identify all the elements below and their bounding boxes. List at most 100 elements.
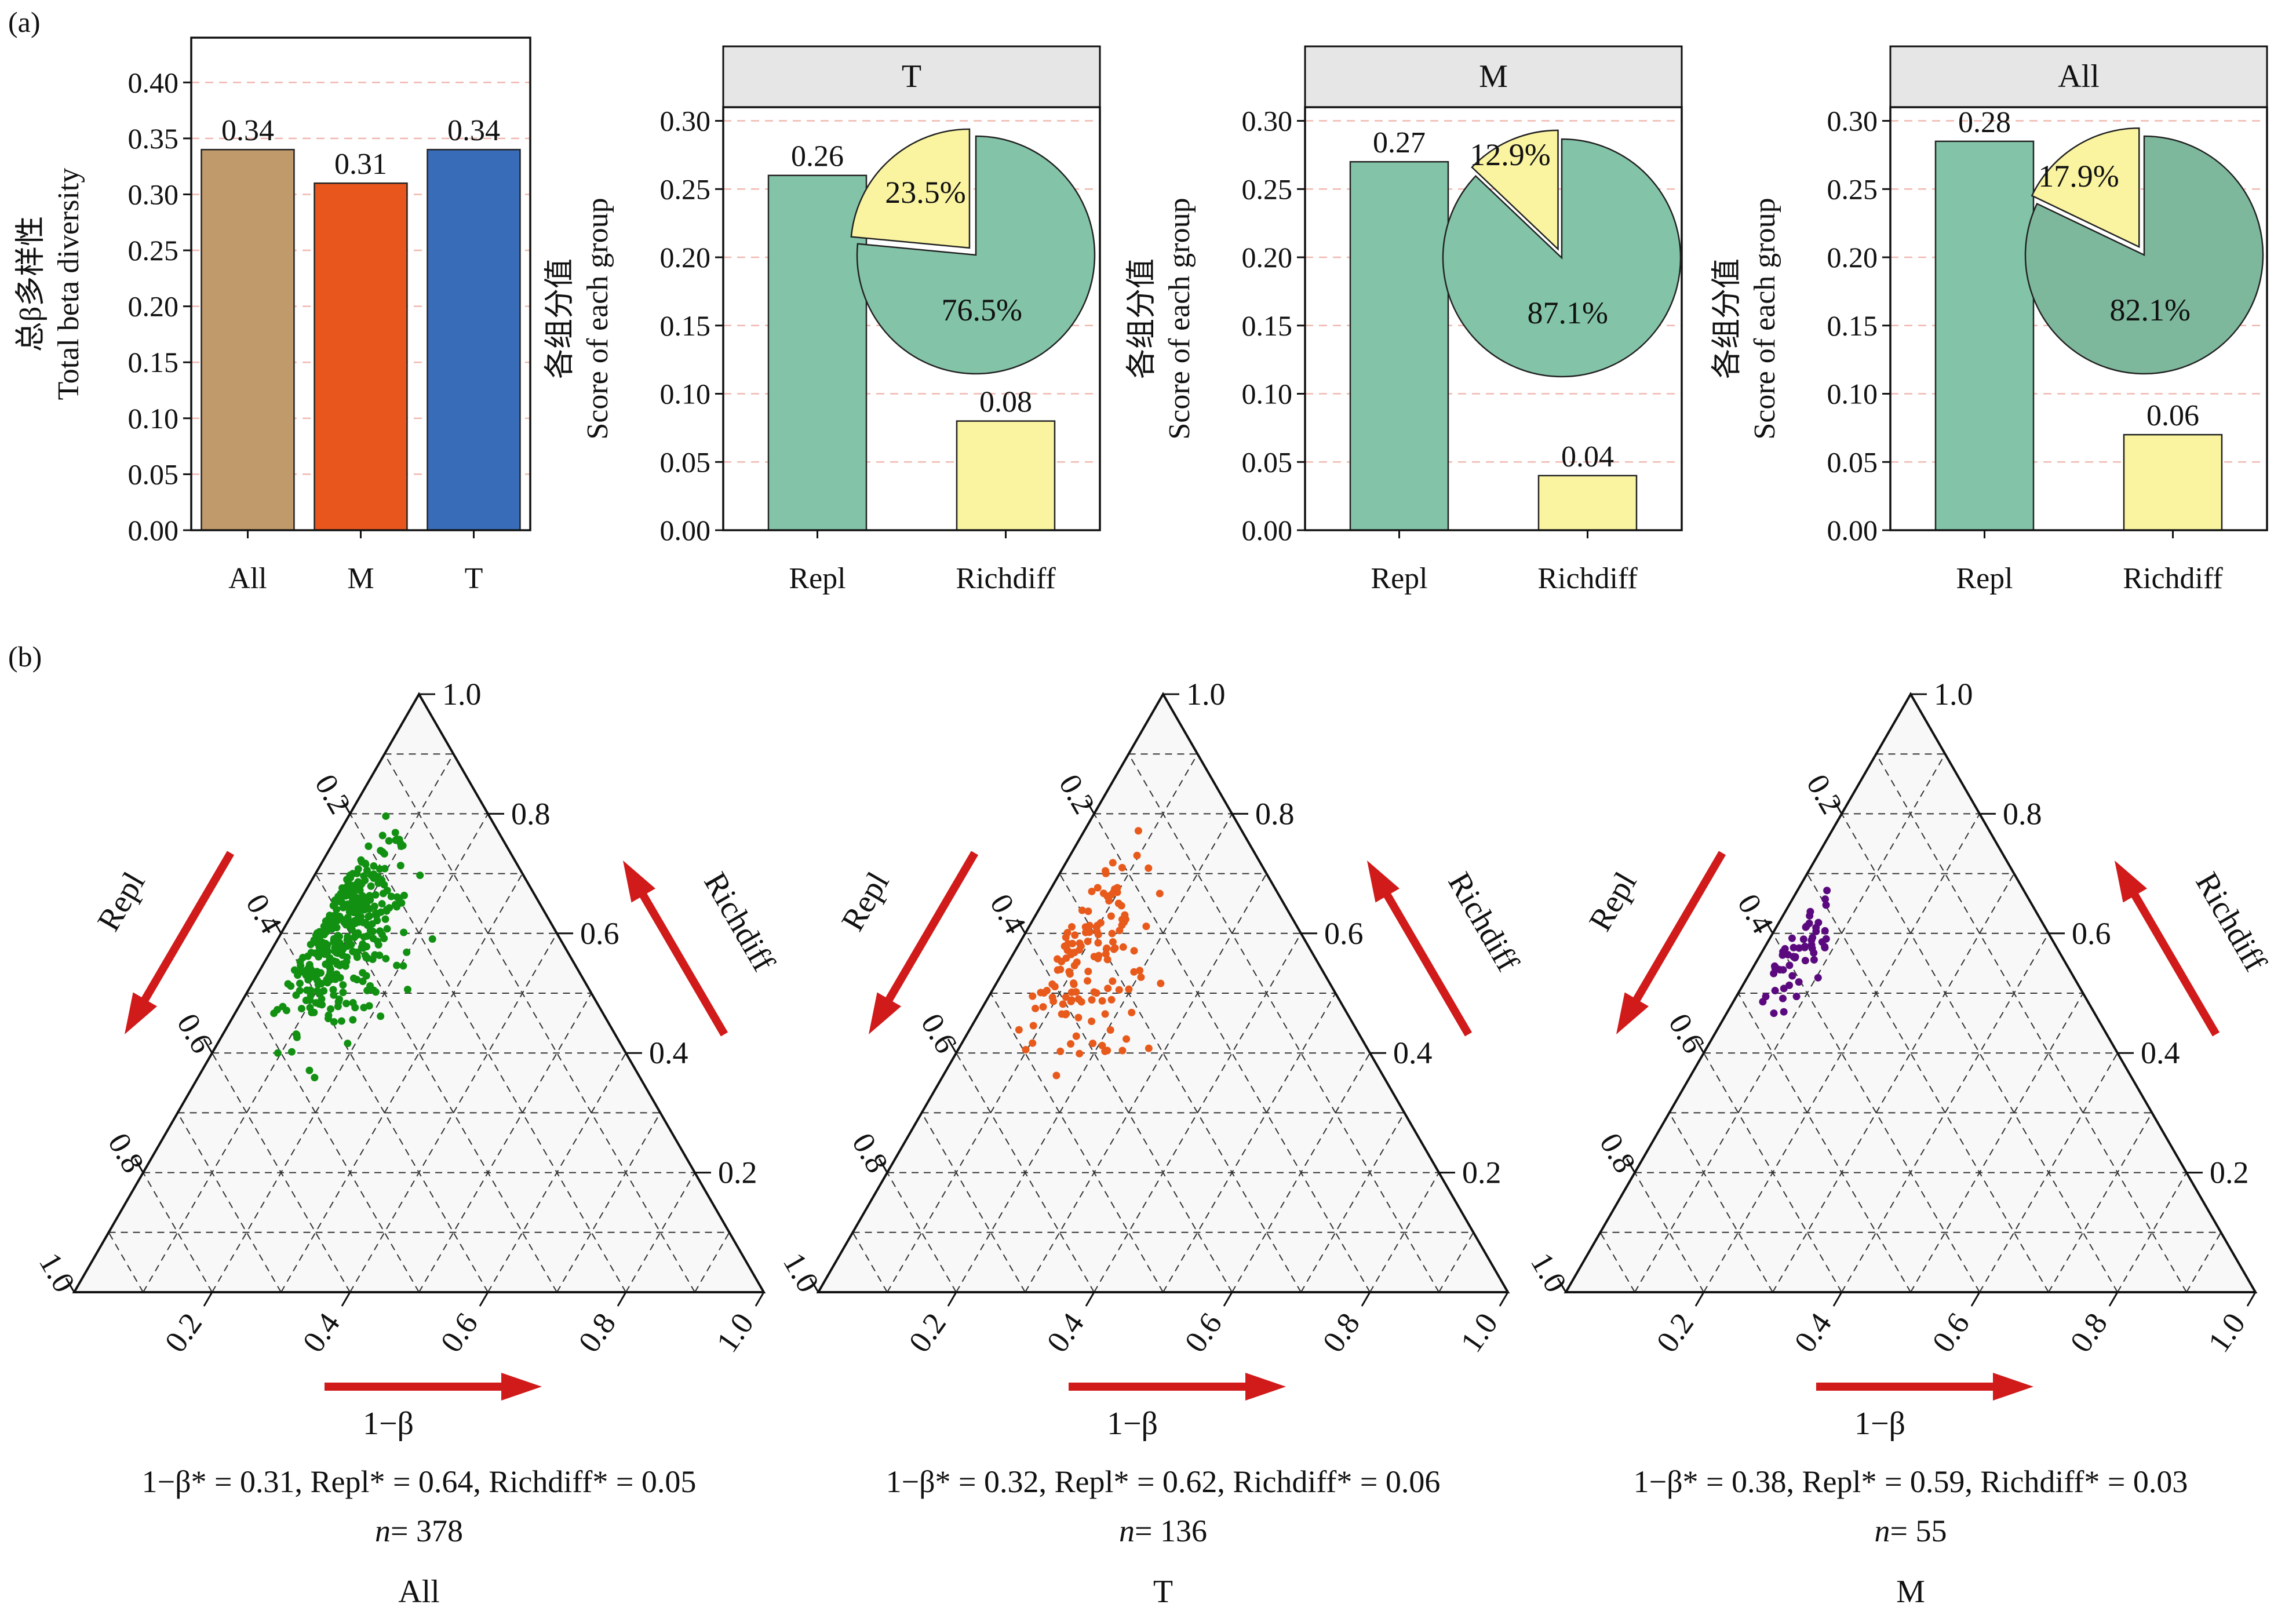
data-point (1102, 869, 1110, 877)
tick (1626, 1158, 1636, 1173)
ternary-gridline (143, 1172, 213, 1293)
data-point (373, 917, 381, 925)
data-point (1069, 979, 1077, 987)
data-point (377, 1012, 385, 1020)
data-point (360, 1004, 368, 1012)
arrow-richdiff (2115, 860, 2220, 1037)
data-point (1785, 961, 1794, 969)
bar-chart-total_beta: 0.34 All 0.31 M 0.34 T 0.00 0.05 0.10 0.15 0.20 0.2… (14, 37, 531, 595)
data-point (344, 1040, 352, 1048)
bottom-tick-label: 0.4 (1787, 1307, 1838, 1359)
ternary-gridline (212, 813, 489, 1293)
data-point (361, 951, 369, 960)
right-tick-label: 1.0 (1186, 677, 1226, 712)
ternary-gridline (1772, 873, 2015, 1293)
data-point (1088, 887, 1096, 895)
data-point (1770, 1009, 1778, 1018)
ternary-gridline (349, 813, 626, 1293)
data-point (1029, 1022, 1037, 1030)
right-tick-label: 0.8 (511, 796, 551, 831)
arrow-repl (125, 851, 235, 1034)
arrow-repl (869, 851, 979, 1034)
data-point (1107, 996, 1116, 1004)
bar (1537, 475, 1638, 531)
tick (65, 1278, 75, 1293)
right-tick-label: 0.6 (1324, 916, 1364, 951)
y-tick-label: 0.10 (1242, 378, 1293, 410)
bottom-tick-label: 1.0 (709, 1307, 760, 1359)
y-tick-label: 0.30 (128, 178, 179, 210)
ternary-gridline (315, 873, 557, 1293)
data-point (1094, 939, 1102, 947)
tick (2246, 1292, 2257, 1307)
data-point (1133, 851, 1141, 859)
x-tick-label: T (465, 562, 483, 595)
tick (1223, 1292, 1233, 1307)
arrow-beta (1816, 1373, 2033, 1401)
data-point (322, 917, 330, 925)
data-point (1059, 1000, 1067, 1008)
y-axis-label-cn: 各组分值 (1711, 258, 1744, 379)
tick (1557, 1278, 1567, 1293)
right-tick-label: 0.4 (649, 1035, 688, 1070)
facet-title: M (1479, 59, 1508, 94)
data-point (1085, 928, 1094, 936)
data-point (312, 950, 320, 958)
data-point (351, 1004, 359, 1012)
y-tick-label: 0.40 (128, 66, 179, 99)
y-axis-label-cn: 总β多样性 (14, 216, 48, 352)
right-tick-label: 0.6 (2072, 916, 2111, 951)
data-point (1812, 927, 1820, 935)
right-tick-label: 0.8 (2003, 796, 2042, 831)
ternary-gridline (280, 873, 523, 1293)
data-point (1809, 934, 1817, 942)
axis-label-repl: Repl (834, 866, 896, 938)
y-tick-label: 0.30 (1827, 105, 1878, 137)
bar-value-label: 0.27 (1373, 126, 1426, 159)
panel-a: 0.34 All 0.31 M 0.34 T 0.00 0.05 0.10 0.15 0.20 0.2… (14, 37, 2268, 595)
data-point (374, 873, 382, 881)
data-point (1103, 1047, 1111, 1055)
y-tick-label: 0.20 (660, 241, 711, 274)
data-point (428, 935, 436, 943)
n-symbol: n (1875, 1514, 1890, 1548)
ternary-gridline (1737, 993, 1911, 1293)
bottom-tick-label: 0.6 (1925, 1307, 1976, 1359)
ternary-gridline (956, 813, 1233, 1293)
tick (617, 1292, 627, 1307)
data-point (326, 955, 334, 963)
y-tick-label: 0.10 (660, 378, 711, 410)
plot-frame (190, 37, 531, 531)
data-point (1029, 1039, 1037, 1047)
bottom-tick-label: 1.0 (2201, 1307, 2252, 1359)
data-point (1101, 1010, 1109, 1018)
data-point (333, 970, 341, 978)
n-value: = 55 (1890, 1514, 1947, 1548)
data-point (305, 1066, 314, 1074)
ternary-gridline (887, 753, 1198, 1293)
data-point (378, 900, 386, 908)
data-point (274, 1006, 282, 1014)
bar-value-label: 0.28 (1958, 106, 2011, 139)
data-point (307, 991, 315, 1000)
ternary-gridline (1162, 993, 1336, 1293)
data-point (393, 961, 401, 969)
y-tick-label: 0.20 (1242, 241, 1293, 274)
right-tick-label: 1.0 (1934, 677, 1973, 712)
data-point (367, 882, 375, 890)
data-point (1788, 972, 1796, 980)
bar (427, 148, 521, 531)
data-point (383, 925, 391, 933)
arrow-beta (1069, 1373, 1286, 1401)
n-symbol: n (375, 1514, 391, 1548)
axis-label-beta: 1−β (363, 1406, 414, 1442)
data-point (362, 894, 370, 902)
ternary-gridline (1875, 753, 2187, 1293)
tick (1085, 1292, 1095, 1307)
data-point (1822, 901, 1830, 909)
data-point (385, 837, 393, 845)
data-point (1065, 968, 1073, 976)
x-tick-label: M (347, 562, 374, 595)
axis-label-richdiff: Richdiff (1441, 866, 1526, 978)
data-point (284, 980, 292, 988)
